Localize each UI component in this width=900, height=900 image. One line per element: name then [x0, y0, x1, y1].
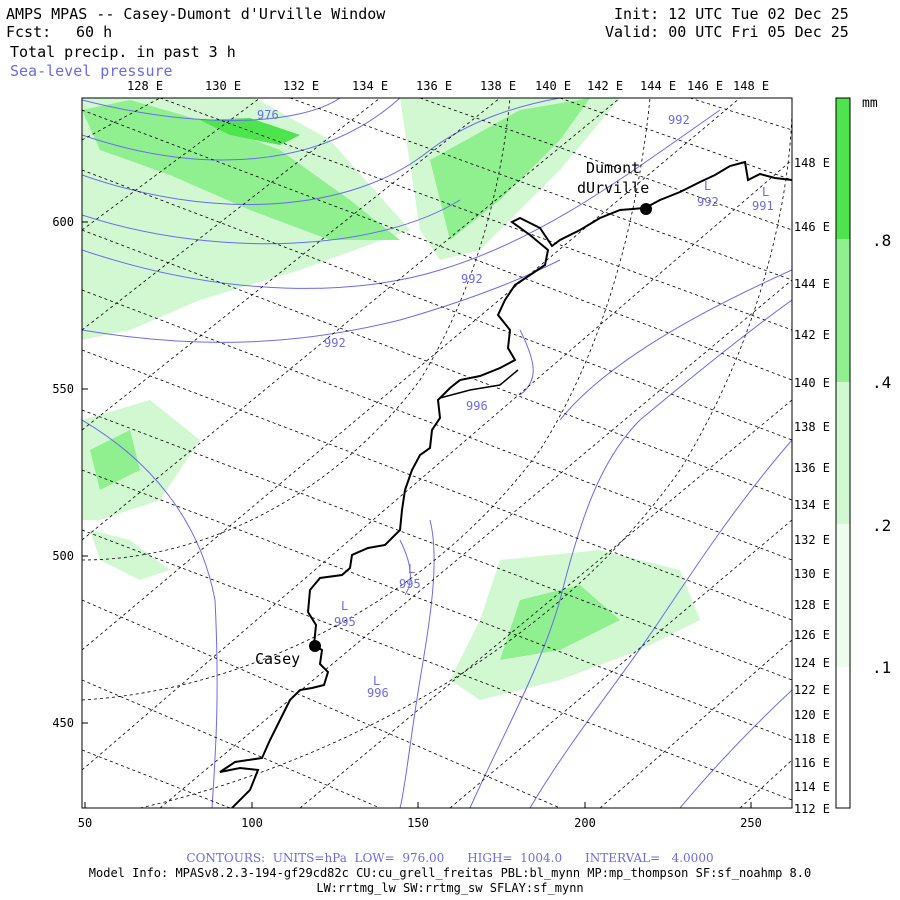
- field-precip-label: Total precip. in past 3 h: [10, 43, 236, 61]
- colorbar-swatch-0.4: [836, 239, 850, 382]
- lon-label: 128 E: [794, 598, 830, 612]
- y-tick-label: 450: [52, 716, 74, 730]
- colorbar-swatch-0.2: [836, 382, 850, 524]
- y-tick-label: 600: [52, 215, 74, 229]
- lon-label: 144 E: [640, 79, 676, 93]
- bottom-axis-labels: 50 100 150 200 250: [78, 816, 762, 830]
- forecast-hour: 60 h: [76, 23, 113, 41]
- lon-label: 148 E: [794, 156, 830, 170]
- left-axis-labels: 600 550 500 450: [52, 215, 74, 730]
- low-marker: L: [704, 179, 711, 193]
- lon-label: 136 E: [794, 461, 830, 475]
- contour-info: CONTOURS: UNITS=hPa LOW= 976.00 HIGH= 10…: [186, 851, 714, 865]
- place-label-durville: dUrville: [577, 179, 649, 197]
- casey-marker: [309, 640, 321, 652]
- lon-label: 134 E: [352, 79, 388, 93]
- model-info: Model Info: MPASv8.2.3-194-gf29cd82c CU:…: [88, 866, 812, 880]
- lon-label: 116 E: [794, 756, 830, 770]
- precip-shading: [82, 98, 700, 700]
- pressure-label: 996: [367, 686, 389, 700]
- pressure-labels: 976 992 992 992 996 995 995 996 992 991 …: [257, 108, 774, 700]
- lon-label: 112 E: [794, 802, 830, 816]
- lon-label: 146 E: [687, 79, 723, 93]
- y-tick-label: 550: [52, 382, 74, 396]
- x-tick-label: 200: [574, 816, 596, 830]
- top-lon-labels: 128 E 130 E 132 E 134 E 136 E 138 E 140 …: [127, 79, 769, 93]
- pressure-label: 996: [466, 399, 488, 413]
- lon-label: 132 E: [794, 533, 830, 547]
- lon-label: 124 E: [794, 656, 830, 670]
- pressure-label: 992: [697, 195, 719, 209]
- lon-label: 138 E: [480, 79, 516, 93]
- x-tick-label: 50: [78, 816, 92, 830]
- pressure-label: 992: [324, 336, 346, 350]
- lon-label: 130 E: [794, 567, 830, 581]
- lon-label: 120 E: [794, 708, 830, 722]
- pressure-label: 995: [334, 615, 356, 629]
- lon-label: 140 E: [535, 79, 571, 93]
- lon-label: 122 E: [794, 683, 830, 697]
- colorbar-swatch-0.1: [836, 524, 850, 667]
- pressure-label: 995: [399, 577, 421, 591]
- lon-label: 118 E: [794, 732, 830, 746]
- lon-label: 142 E: [794, 328, 830, 342]
- lon-label: 130 E: [205, 79, 241, 93]
- colorbar-label: .4: [872, 373, 891, 392]
- graticule: [82, 98, 792, 808]
- pressure-label: 976: [257, 108, 279, 122]
- low-marker: L: [408, 562, 415, 576]
- forecast-label: Fcst:: [6, 23, 52, 41]
- lon-label: 140 E: [794, 376, 830, 390]
- place-label-casey: Casey: [255, 650, 300, 668]
- lon-label: 146 E: [794, 220, 830, 234]
- colorbar-label: .8: [872, 231, 891, 250]
- pressure-label: 992: [668, 113, 690, 127]
- lon-label: 126 E: [794, 628, 830, 642]
- lon-label: 114 E: [794, 780, 830, 794]
- lon-label: 134 E: [794, 498, 830, 512]
- y-tick-label: 500: [52, 549, 74, 563]
- model-info-2: LW:rrtmg_lw SW:rrtmg_sw SFLAY:sf_mynn: [316, 881, 584, 895]
- right-lon-labels: 148 E 146 E 144 E 142 E 140 E 138 E 136 …: [794, 156, 830, 816]
- colorbar-swatch-0.8: [836, 98, 850, 239]
- lon-label: 132 E: [283, 79, 319, 93]
- left-ticks: [82, 221, 752, 808]
- x-tick-label: 150: [407, 816, 429, 830]
- colorbar-unit: mm: [862, 96, 878, 111]
- map-frame: [81, 97, 793, 809]
- field-slp-label: Sea-level pressure: [10, 62, 173, 80]
- slp-contours: [82, 98, 792, 808]
- colorbar-swatch-0: [836, 667, 850, 808]
- dumont-durville-marker: [640, 203, 652, 215]
- colorbar-label: .1: [872, 658, 891, 677]
- init-time: Init: 12 UTC Tue 02 Dec 25: [614, 5, 849, 23]
- coastline: [219, 160, 792, 808]
- place-label-dumont: Dumont: [586, 159, 640, 177]
- lon-label: 148 E: [733, 79, 769, 93]
- pressure-label: 992: [461, 272, 483, 286]
- low-marker: L: [373, 674, 380, 688]
- lon-label: 138 E: [794, 420, 830, 434]
- lon-label: 128 E: [127, 79, 163, 93]
- lon-label: 144 E: [794, 277, 830, 291]
- lon-label: 142 E: [587, 79, 623, 93]
- colorbar: mm .8 .4 .2 .1: [835, 96, 891, 809]
- valid-time: Valid: 00 UTC Fri 05 Dec 25: [605, 23, 849, 41]
- x-tick-label: 250: [740, 816, 762, 830]
- pressure-label: 991: [752, 199, 774, 213]
- low-marker: L: [762, 185, 769, 199]
- x-tick-label: 100: [241, 816, 263, 830]
- low-marker: L: [341, 599, 348, 613]
- map-title: AMPS MPAS -- Casey-Dumont d'Urville Wind…: [6, 5, 386, 23]
- lon-label: 136 E: [416, 79, 452, 93]
- colorbar-label: .2: [872, 516, 891, 535]
